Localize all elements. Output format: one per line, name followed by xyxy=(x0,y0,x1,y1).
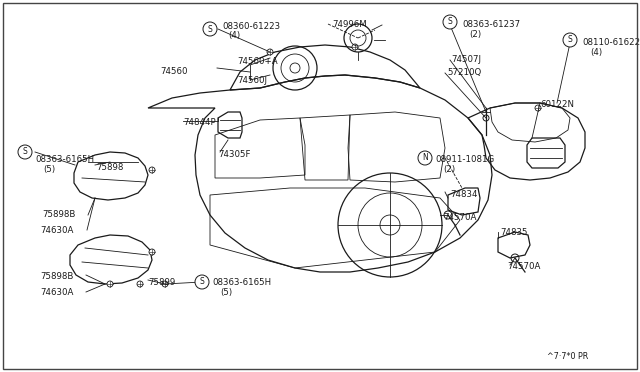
Text: 75899: 75899 xyxy=(148,278,175,287)
Text: (5): (5) xyxy=(43,165,55,174)
Circle shape xyxy=(443,15,457,29)
Text: 74630A: 74630A xyxy=(40,288,74,297)
Text: (4): (4) xyxy=(590,48,602,57)
Text: 74835: 74835 xyxy=(500,228,527,237)
Text: 74305F: 74305F xyxy=(218,150,250,159)
Text: ^7·7*0 PR: ^7·7*0 PR xyxy=(547,352,588,361)
Text: 75898B: 75898B xyxy=(42,210,76,219)
Text: N: N xyxy=(422,154,428,163)
Text: (2): (2) xyxy=(443,165,455,174)
Text: 74844P: 74844P xyxy=(183,118,216,127)
Text: S: S xyxy=(207,25,212,33)
Text: 08363-6165H: 08363-6165H xyxy=(212,278,271,287)
Text: 74560J: 74560J xyxy=(237,76,267,85)
Text: (4): (4) xyxy=(228,31,240,40)
Text: 60122N: 60122N xyxy=(540,100,574,109)
Text: 75898: 75898 xyxy=(96,163,124,172)
Text: 74570A: 74570A xyxy=(507,262,540,271)
Circle shape xyxy=(267,49,273,55)
Circle shape xyxy=(418,151,432,165)
Text: 75898B: 75898B xyxy=(40,272,74,281)
Text: 74996M: 74996M xyxy=(332,20,367,29)
Circle shape xyxy=(162,281,168,287)
Text: 74834: 74834 xyxy=(450,190,477,199)
Text: 08911-1081G: 08911-1081G xyxy=(435,155,494,164)
Text: (2): (2) xyxy=(469,30,481,39)
Text: S: S xyxy=(568,35,572,45)
Text: S: S xyxy=(200,278,204,286)
Text: (5): (5) xyxy=(220,288,232,297)
Text: 08110-61622: 08110-61622 xyxy=(582,38,640,47)
Circle shape xyxy=(352,44,358,50)
Circle shape xyxy=(149,249,155,255)
Text: 08363-6165H: 08363-6165H xyxy=(35,155,94,164)
Circle shape xyxy=(563,33,577,47)
Text: 08363-61237: 08363-61237 xyxy=(462,20,520,29)
Text: 74560: 74560 xyxy=(160,67,188,76)
Text: S: S xyxy=(447,17,452,26)
Text: 08360-61223: 08360-61223 xyxy=(222,22,280,31)
Text: 57210Q: 57210Q xyxy=(447,68,481,77)
Circle shape xyxy=(107,281,113,287)
Circle shape xyxy=(18,145,32,159)
Circle shape xyxy=(195,275,209,289)
Text: 74630A: 74630A xyxy=(40,226,74,235)
Circle shape xyxy=(535,105,541,111)
Text: 74560+A: 74560+A xyxy=(237,57,278,66)
Circle shape xyxy=(149,167,155,173)
Text: 74507J: 74507J xyxy=(451,55,481,64)
Circle shape xyxy=(137,281,143,287)
Text: 74570A: 74570A xyxy=(443,213,476,222)
Text: S: S xyxy=(22,148,28,157)
Circle shape xyxy=(203,22,217,36)
